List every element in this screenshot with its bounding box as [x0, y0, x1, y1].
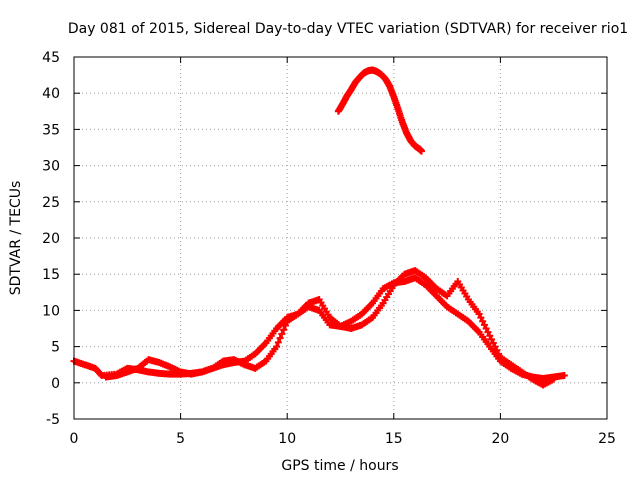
data-point — [274, 338, 282, 346]
chart-title: Day 081 of 2015, Sidereal Day-to-day VTE… — [68, 21, 628, 37]
grid-lines — [74, 57, 607, 419]
data-point — [495, 350, 503, 358]
x-axis-label: GPS time / hours — [281, 458, 398, 474]
y-axis-label: SDTVAR / TECUs — [8, 181, 24, 296]
data-point — [281, 321, 289, 329]
y-tick-label: 25 — [42, 195, 60, 211]
data-point — [273, 343, 281, 351]
x-tick-label: 10 — [278, 431, 296, 447]
plot-frame — [73, 56, 608, 420]
x-tick-label: 20 — [491, 431, 509, 447]
y-tick-label: 35 — [42, 122, 60, 138]
data-point — [550, 375, 558, 383]
data-point — [418, 147, 426, 155]
tick-labels: 0 5 10 15 20 25 -5 0 5 10 15 20 25 30 35 40 45 — [42, 50, 616, 447]
data-point — [278, 330, 286, 338]
data-point — [484, 328, 492, 336]
series-main-band-2 — [102, 267, 558, 389]
y-tick-label: -5 — [46, 412, 60, 428]
y-tick-label: 40 — [42, 86, 60, 102]
data-point — [488, 335, 496, 343]
y-tick-label: 0 — [51, 376, 60, 392]
x-tick-label: 15 — [385, 431, 403, 447]
y-tick-label: 5 — [51, 340, 60, 356]
data-point — [560, 372, 568, 380]
data-point — [493, 346, 501, 354]
y-tick-label: 30 — [42, 159, 60, 175]
y-tick-label: 15 — [42, 267, 60, 283]
data-points — [70, 66, 568, 389]
y-tick-label: 10 — [42, 303, 60, 319]
x-tick-label: 0 — [70, 431, 79, 447]
data-point — [477, 314, 485, 322]
series-upper-arc — [334, 66, 426, 155]
data-point — [486, 332, 494, 340]
data-point — [475, 310, 483, 318]
data-point — [479, 317, 487, 325]
data-point — [276, 334, 284, 342]
data-point — [280, 326, 288, 334]
x-tick-label: 25 — [598, 431, 616, 447]
data-point — [482, 325, 490, 332]
y-tick-label: 45 — [42, 50, 60, 66]
y-tick-label: 20 — [42, 231, 60, 247]
x-tick-label: 5 — [176, 431, 185, 447]
data-point — [491, 343, 499, 351]
data-point — [489, 339, 497, 347]
data-point — [480, 321, 488, 329]
